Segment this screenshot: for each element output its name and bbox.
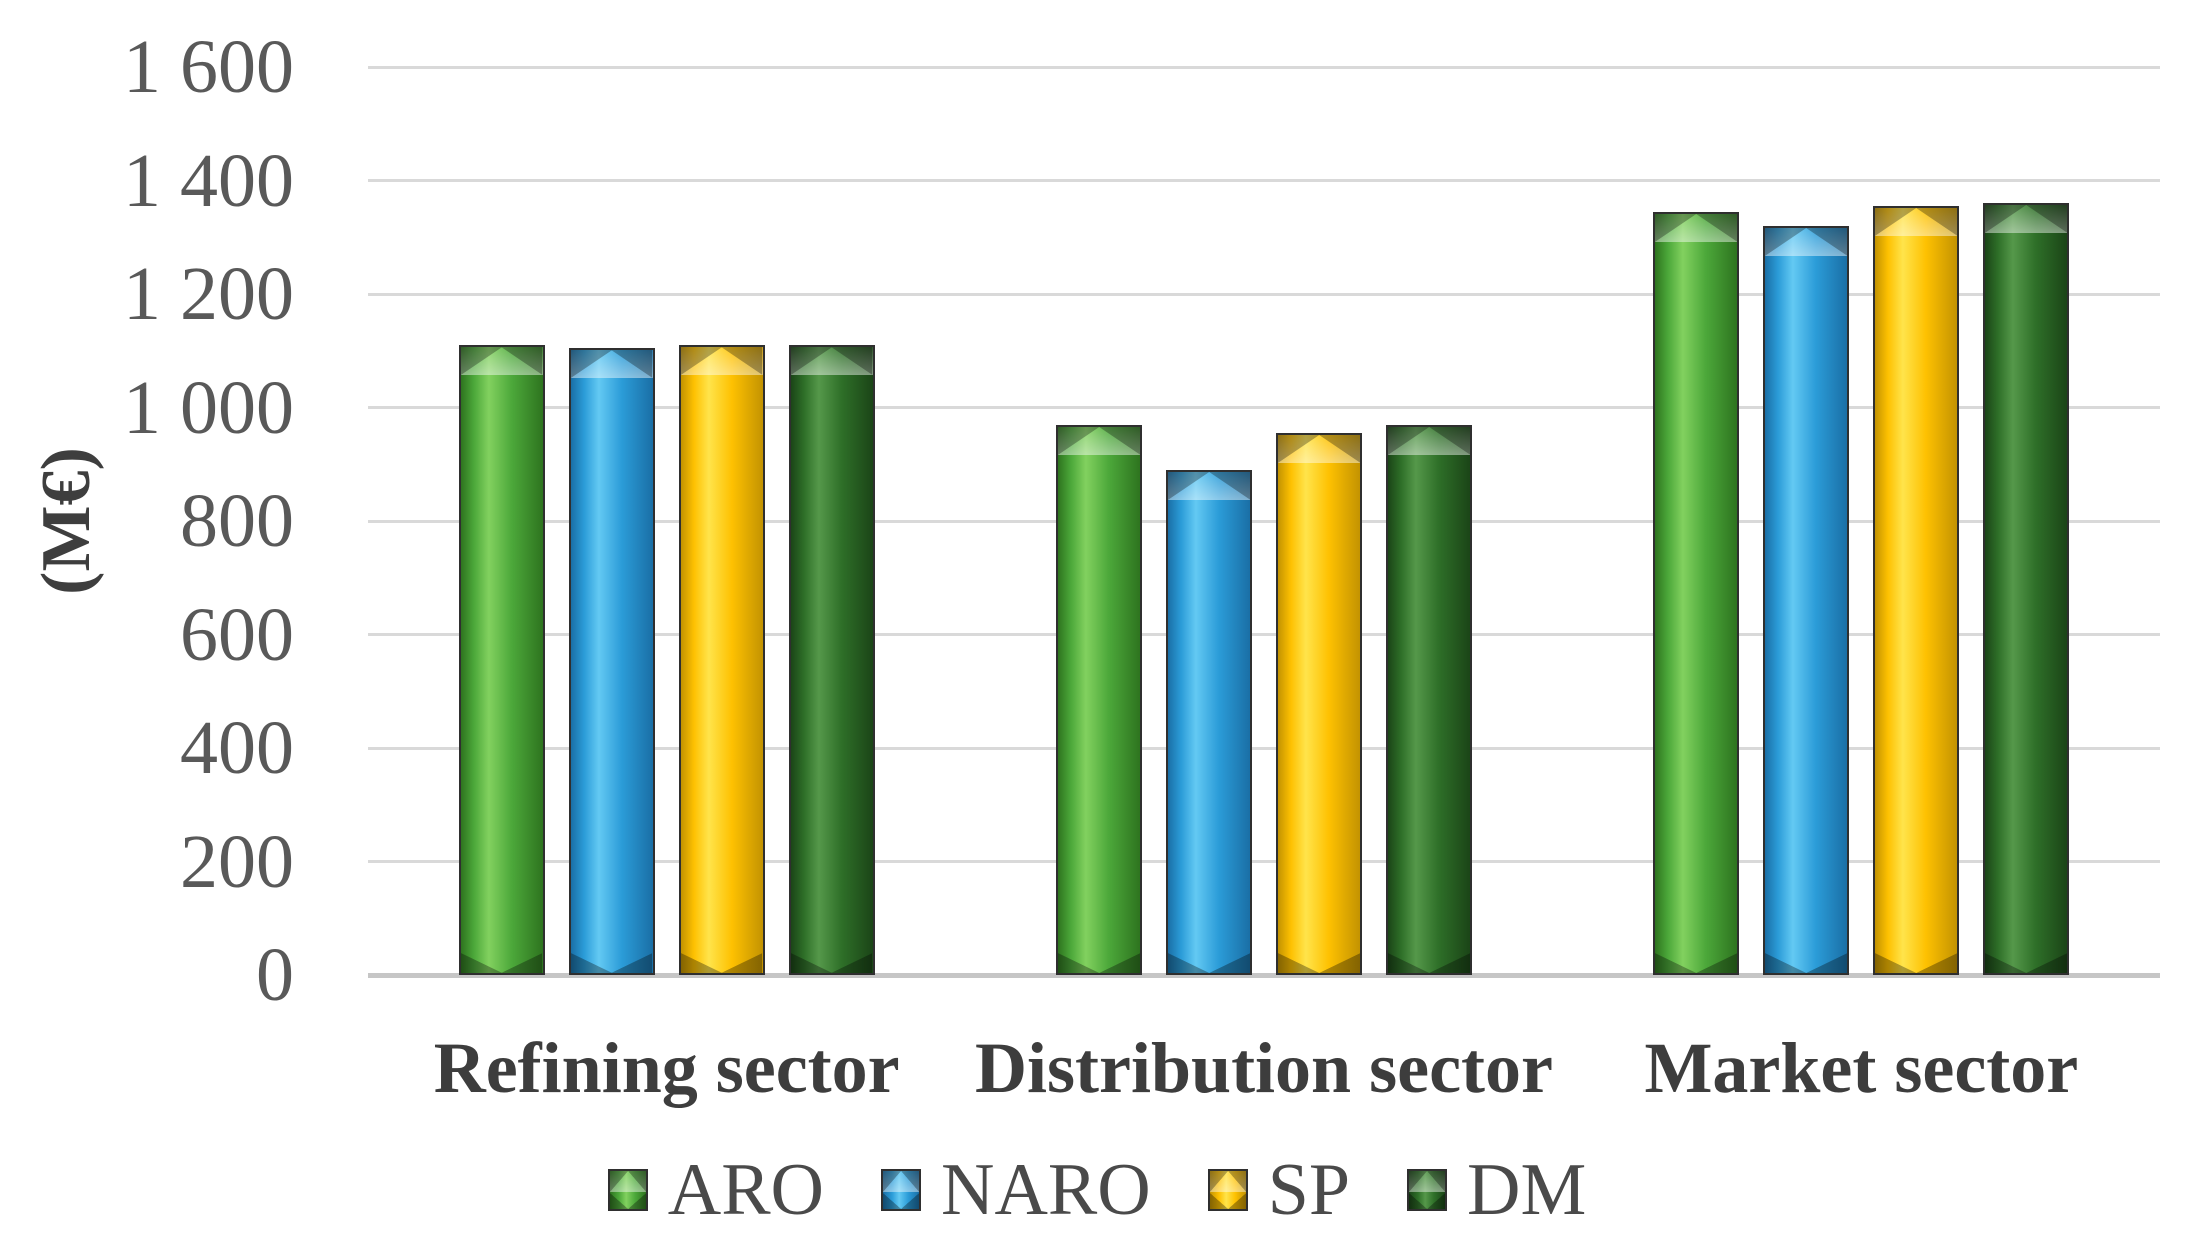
bar-aro-refining-sector	[458, 345, 545, 975]
x-axis-line	[368, 973, 2160, 978]
legend-swatch-aro	[607, 1169, 648, 1211]
bar-top-bevel	[1168, 472, 1250, 500]
bar-group-distribution-sector	[1056, 425, 1472, 975]
legend-label-naro: NARO	[941, 1149, 1151, 1231]
gridline	[368, 746, 2160, 750]
gridline	[368, 179, 2160, 182]
legend-swatch-top-bevel	[883, 1171, 919, 1192]
bar-bottom-bevel	[1278, 953, 1360, 973]
y-tick-label: 1 000	[123, 365, 294, 450]
bar-bottom-bevel	[570, 953, 653, 973]
bar-bottom-bevel	[1655, 953, 1738, 973]
x-category-label-market-sector: Market sector	[1644, 1028, 2079, 1108]
gridline	[368, 519, 2160, 523]
bar-top-bevel	[1765, 228, 1848, 256]
bar-top-bevel	[1655, 214, 1738, 242]
y-tick-label: 1 400	[123, 138, 294, 223]
bar-bottom-bevel	[460, 953, 543, 973]
gridline	[368, 633, 2160, 636]
bar-top-bevel	[1388, 427, 1470, 455]
legend-label-sp: SP	[1267, 1149, 1350, 1231]
legend-swatch-naro	[881, 1169, 921, 1211]
legend: ARO NARO SP DM	[0, 1148, 2194, 1232]
legend-item-sp: SP	[1207, 1148, 1350, 1232]
bar-bottom-bevel	[1985, 953, 2068, 973]
legend-swatch-bottom-bevel	[1409, 1193, 1445, 1209]
legend-label-aro: ARO	[667, 1149, 824, 1231]
bar-bottom-bevel	[790, 953, 873, 973]
gridline	[368, 65, 2160, 69]
bar-bottom-bevel	[1388, 953, 1470, 973]
bar-aro-market-sector	[1653, 212, 1740, 975]
bar-naro-distribution-sector	[1166, 470, 1252, 975]
bar-bottom-bevel	[680, 953, 763, 973]
bar-top-bevel	[460, 347, 543, 375]
legend-swatch-top-bevel	[609, 1171, 646, 1192]
bar-bottom-bevel	[1765, 953, 1848, 973]
legend-item-dm: DM	[1407, 1148, 1586, 1232]
bar-aro-distribution-sector	[1056, 425, 1142, 975]
legend-label-dm: DM	[1467, 1149, 1587, 1231]
gridline	[368, 292, 2160, 296]
bar-bottom-bevel	[1168, 953, 1250, 973]
bar-dm-refining-sector	[788, 345, 875, 975]
bar-sp-refining-sector	[678, 345, 765, 975]
bar-group-market-sector	[1653, 203, 2070, 975]
bar-dm-market-sector	[1983, 203, 2070, 975]
bar-bottom-bevel	[1058, 953, 1140, 973]
gridline	[368, 406, 2160, 409]
legend-swatch-bottom-bevel	[883, 1193, 919, 1209]
y-tick-label: 1 200	[123, 252, 294, 336]
y-tick-label: 1 600	[123, 25, 294, 109]
y-tick-label: 600	[180, 592, 294, 677]
bar-top-bevel	[1058, 427, 1140, 455]
bar-top-bevel	[680, 347, 763, 375]
y-tick-label: 0	[256, 933, 294, 1017]
y-tick-label: 200	[180, 819, 294, 904]
bar-top-bevel	[570, 350, 653, 378]
bar-naro-refining-sector	[568, 348, 655, 975]
gridline	[368, 860, 2160, 863]
bar-naro-market-sector	[1763, 226, 1850, 975]
legend-item-aro: ARO	[607, 1148, 824, 1232]
bar-bottom-bevel	[1875, 953, 1958, 973]
bar-top-bevel	[1278, 435, 1360, 463]
bar-sp-distribution-sector	[1276, 433, 1362, 975]
bar-top-bevel	[1985, 205, 2068, 233]
bar-group-refining-sector	[458, 345, 875, 975]
legend-item-naro: NARO	[881, 1148, 1151, 1232]
legend-swatch-dm	[1407, 1169, 1447, 1211]
y-tick-label: 800	[180, 479, 294, 563]
x-category-label-refining-sector: Refining sector	[433, 1028, 900, 1108]
legend-swatch-bottom-bevel	[609, 1193, 646, 1209]
x-category-label-distribution-sector: Distribution sector	[975, 1028, 1553, 1108]
legend-swatch-bottom-bevel	[1209, 1193, 1246, 1209]
legend-swatch-top-bevel	[1209, 1171, 1246, 1192]
legend-swatch-sp	[1207, 1169, 1248, 1211]
bar-top-bevel	[1875, 208, 1958, 236]
bar-sp-market-sector	[1873, 206, 1960, 975]
legend-swatch-top-bevel	[1409, 1171, 1445, 1192]
bar-dm-distribution-sector	[1386, 425, 1472, 975]
y-tick-label: 400	[180, 706, 294, 790]
bar-top-bevel	[790, 347, 873, 375]
